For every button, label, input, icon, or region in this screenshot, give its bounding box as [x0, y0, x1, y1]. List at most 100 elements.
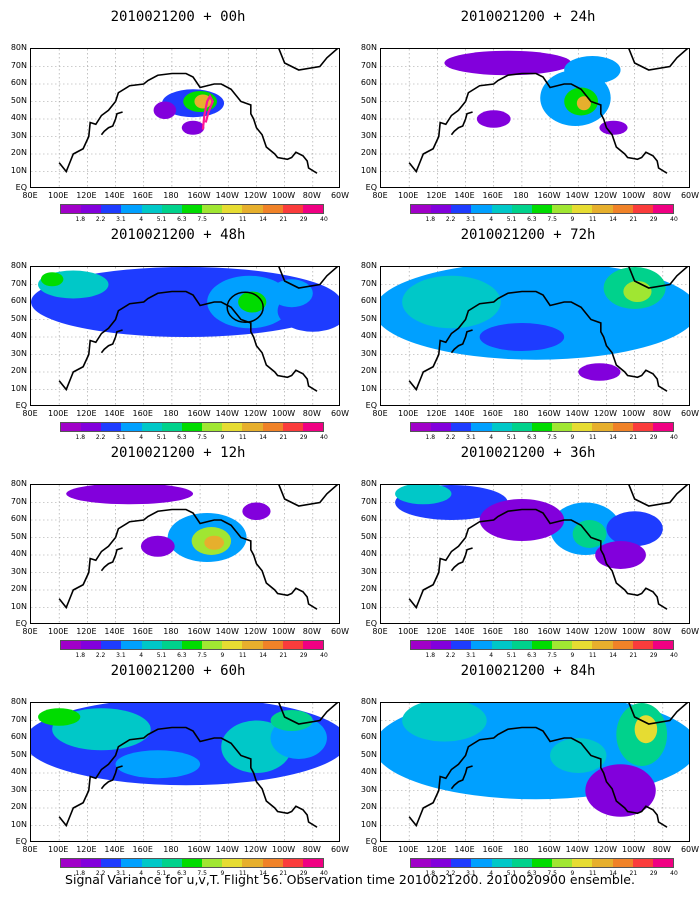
- x-tick-label: 140W: [565, 627, 589, 636]
- y-tick-label: 80N: [360, 261, 377, 270]
- colorbar-label: 9: [570, 652, 575, 659]
- colorbar-label: 5.1: [156, 870, 167, 877]
- colorbar-swatch: [181, 859, 203, 867]
- y-tick-label: 50N: [360, 313, 377, 323]
- colorbar-label: 29: [299, 216, 308, 223]
- colorbar-label: 11: [238, 652, 247, 659]
- colorbar-label: 6.3: [527, 216, 537, 223]
- colorbar-swatch: [121, 423, 142, 431]
- colorbar-label: 14: [609, 216, 617, 223]
- colorbar-label: 9: [220, 434, 225, 441]
- colorbar-label: 3.1: [466, 434, 476, 441]
- colorbar-swatch: [632, 859, 653, 867]
- variance-contour: [564, 56, 621, 84]
- colorbar-swatch: [222, 423, 243, 431]
- colorbar-label: 2.2: [95, 216, 106, 223]
- colorbar-label: 21: [279, 216, 288, 223]
- colorbar-label: 4: [139, 434, 144, 441]
- variance-contour: [402, 703, 487, 742]
- colorbar-label: 14: [609, 434, 617, 441]
- colorbar-label: 11: [238, 216, 247, 223]
- y-tick-label: EQ: [15, 401, 27, 410]
- x-tick-label: 100W: [622, 409, 646, 418]
- coastline: [278, 49, 339, 71]
- coastline: [58, 290, 318, 392]
- colorbar-swatch: [202, 423, 223, 431]
- colorbar-swatch: [302, 423, 324, 431]
- colorbar-label: 6.3: [177, 870, 187, 877]
- colorbar-swatch: [552, 859, 573, 867]
- coastline: [450, 111, 473, 136]
- colorbar-swatch: [161, 423, 182, 431]
- colorbar-swatch: [141, 641, 162, 649]
- x-tick-label: 160W: [187, 845, 211, 854]
- colorbar-swatch: [181, 205, 203, 213]
- y-tick-label: EQ: [365, 619, 377, 628]
- y-tick-label: 50N: [10, 531, 27, 541]
- coastline: [450, 547, 473, 572]
- colorbar-label: 5.1: [506, 216, 517, 223]
- colorbar-swatch: [612, 423, 633, 431]
- colorbar: [60, 640, 324, 650]
- colorbar-swatch: [181, 641, 203, 649]
- colorbar-swatch: [202, 641, 223, 649]
- colorbar-label: 2.2: [445, 216, 456, 223]
- x-tick-label: 100E: [48, 627, 69, 636]
- colorbar-label: 7.5: [197, 434, 207, 441]
- x-tick-label: 80W: [652, 845, 671, 854]
- x-tick-label: 120W: [593, 845, 618, 854]
- colorbar-label: 2.2: [95, 870, 106, 877]
- colorbar-swatch: [431, 859, 452, 867]
- x-tick-label: 160W: [537, 191, 561, 200]
- colorbar-swatch: [262, 641, 283, 649]
- variance-contour: [140, 535, 175, 557]
- y-tick-label: 20N: [10, 802, 27, 811]
- colorbar-swatch: [141, 423, 162, 431]
- map-plot: [380, 702, 690, 842]
- x-tick-label: 100E: [398, 191, 419, 200]
- colorbar-swatch: [202, 859, 223, 867]
- x-tick-label: 100W: [272, 845, 296, 854]
- colorbar-label: 7.5: [197, 216, 207, 223]
- colorbar-swatch: [531, 423, 553, 431]
- map-plot: [380, 48, 690, 188]
- y-tick-label: 70N: [10, 60, 27, 70]
- colorbar-swatch: [61, 423, 82, 431]
- coastline: [628, 485, 689, 507]
- colorbar-swatch: [431, 423, 452, 431]
- colorbar-swatch: [451, 641, 472, 649]
- colorbar-label: 3.1: [466, 870, 476, 877]
- coastline: [408, 72, 668, 174]
- y-tick-label: 80N: [10, 261, 27, 270]
- y-tick-label: 80N: [360, 697, 377, 706]
- colorbar-swatch: [572, 859, 593, 867]
- figure-caption: Signal Variance for u,v,T. Flight 56. Ob…: [65, 872, 635, 887]
- colorbar-label: 40: [670, 216, 678, 223]
- colorbar-swatch: [471, 423, 492, 431]
- y-tick-label: 40N: [360, 331, 377, 340]
- colorbar-label: 4: [139, 216, 144, 223]
- colorbar-label: 9: [220, 652, 225, 659]
- colorbar-swatch: [121, 205, 142, 213]
- colorbar-label: 7.5: [197, 652, 207, 659]
- observation-circle: [226, 291, 264, 323]
- colorbar-swatch: [411, 205, 432, 213]
- y-tick-label: 30N: [10, 130, 27, 140]
- x-tick-label: 180: [163, 409, 179, 418]
- x-tick-label: 80W: [302, 627, 321, 636]
- colorbar-swatch: [282, 641, 303, 649]
- x-tick-label: 140W: [215, 845, 239, 854]
- y-tick-label: 70N: [360, 278, 377, 288]
- map-svg: [31, 485, 339, 623]
- colorbar-swatch: [242, 641, 263, 649]
- x-tick-label: 60W: [680, 409, 700, 418]
- variance-contour: [634, 715, 658, 744]
- map-svg: [31, 49, 339, 187]
- colorbar-label: 6.3: [527, 870, 537, 877]
- colorbar: [60, 204, 324, 214]
- variance-contour: [479, 499, 565, 541]
- colorbar-label: 11: [238, 870, 247, 877]
- x-tick-label: 80E: [372, 409, 388, 418]
- x-tick-label: 160W: [537, 845, 561, 854]
- colorbar-label: 2.2: [95, 434, 106, 441]
